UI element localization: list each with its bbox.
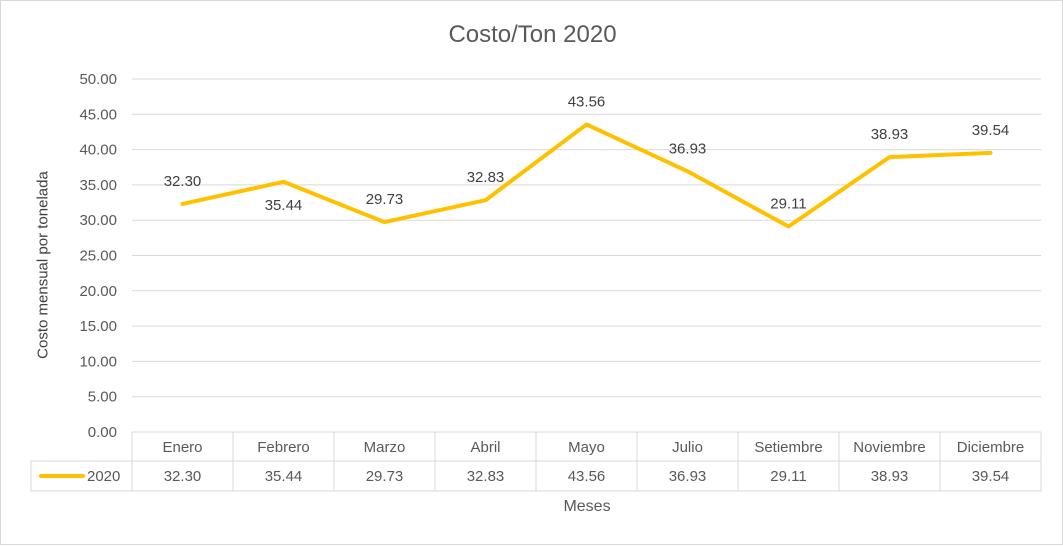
y-tick-label: 30.00 [79, 212, 117, 229]
table-value: 39.54 [972, 468, 1010, 485]
y-tick-label: 45.00 [79, 106, 117, 123]
y-tick-label: 5.00 [88, 389, 117, 406]
data-label: 29.73 [366, 191, 404, 208]
y-tick-label: 0.00 [88, 424, 117, 441]
category-label: Febrero [257, 439, 310, 456]
chart-title: Costo/Ton 2020 [448, 21, 617, 48]
data-label: 38.93 [871, 126, 909, 143]
table-value: 36.93 [669, 468, 707, 485]
data-label: 36.93 [669, 140, 707, 157]
y-tick-label: 20.00 [79, 283, 117, 300]
category-label: Setiembre [754, 439, 822, 456]
y-tick-label: 25.00 [79, 248, 117, 265]
table-value: 43.56 [568, 468, 606, 485]
y-tick-label: 50.00 [79, 71, 117, 88]
category-label: Mayo [568, 439, 605, 456]
category-label: Julio [672, 439, 703, 456]
table-value: 32.83 [467, 468, 505, 485]
y-tick-label: 35.00 [79, 177, 117, 194]
y-tick-label: 10.00 [79, 353, 117, 370]
category-label: Diciembre [957, 439, 1025, 456]
y-tick-label: 40.00 [79, 142, 117, 159]
data-label: 35.44 [265, 197, 303, 214]
table-value: 38.93 [871, 468, 909, 485]
legend-label: 2020 [87, 468, 120, 485]
table-value: 32.30 [164, 468, 202, 485]
data-label: 39.54 [972, 122, 1010, 139]
data-label: 32.30 [164, 173, 202, 190]
category-label: Abril [470, 439, 500, 456]
x-axis-label: Meses [563, 498, 611, 515]
data-label: 29.11 [770, 195, 806, 212]
series-line [180, 122, 993, 229]
data-label: 32.83 [467, 169, 505, 186]
category-label: Marzo [364, 439, 406, 456]
category-label: Enero [162, 439, 202, 456]
data-label: 43.56 [568, 93, 606, 110]
category-label: Noviembre [853, 439, 926, 456]
y-tick-label: 15.00 [79, 318, 117, 335]
table-value: 29.11 [770, 468, 806, 485]
table-value: 35.44 [265, 468, 303, 485]
table-value: 29.73 [366, 468, 404, 485]
